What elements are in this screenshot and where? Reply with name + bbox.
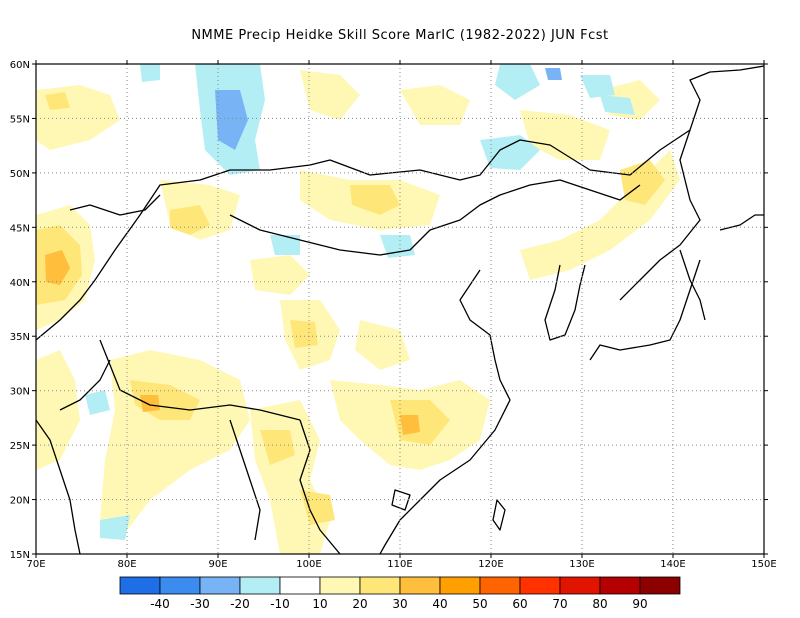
lon-tick-label: 90E (208, 559, 227, 570)
lat-tick-label: 35N (10, 332, 30, 343)
lon-tick-label: 100E (296, 559, 321, 570)
lat-tick-label: 45N (10, 223, 30, 234)
colorbar-swatch (639, 576, 681, 595)
chart-title: NMME Precip Heidke Skill Score MarIC (19… (191, 28, 609, 43)
colorbar-swatch (599, 576, 641, 595)
colorbar-label: 10 (312, 597, 327, 611)
colorbar-label: 70 (552, 597, 567, 611)
lon-tick-label: 120E (478, 559, 503, 570)
lon-tick-label: 80E (117, 559, 136, 570)
colorbar-label: 80 (592, 597, 607, 611)
lon-tick-label: 130E (569, 559, 594, 570)
colorbar-label: 90 (632, 597, 647, 611)
lon-tick-label: 70E (26, 559, 45, 570)
lon-tick-label: 150E (751, 559, 776, 570)
lat-tick-label: 60N (10, 60, 30, 71)
colorbar-swatch (519, 576, 561, 595)
colorbar-label: 50 (472, 597, 487, 611)
colorbar-swatch (319, 576, 361, 595)
colorbar-swatch (359, 576, 401, 595)
lat-tick-label: 55N (10, 114, 30, 125)
colorbar-label: -20 (230, 597, 250, 611)
skill-shading (36, 64, 680, 554)
colorbar-label: -40 (150, 597, 170, 611)
colorbar-label: -10 (270, 597, 290, 611)
colorbar-swatch (559, 576, 601, 595)
colorbar-label: 40 (432, 597, 447, 611)
lat-tick-label: 40N (10, 278, 30, 289)
colorbar-swatch (399, 576, 441, 595)
lat-tick-label: 50N (10, 169, 30, 180)
colorbar-swatch (199, 576, 241, 595)
colorbar-label: 30 (392, 597, 407, 611)
colorbar-swatch (479, 576, 521, 595)
lat-tick-label: 30N (10, 387, 30, 398)
lat-tick-label: 15N (10, 550, 30, 561)
gridlines (36, 64, 764, 554)
colorbar-swatch (239, 576, 281, 595)
colorbar-label: -30 (190, 597, 210, 611)
lon-tick-label: 140E (660, 559, 685, 570)
lon-tick-label: 110E (387, 559, 412, 570)
lat-tick-label: 20N (10, 496, 30, 507)
colorbar-label: 60 (512, 597, 527, 611)
colorbar-swatch (119, 576, 161, 595)
lat-tick-label: 25N (10, 441, 30, 452)
colorbar-swatch (279, 576, 321, 595)
colorbar-swatch (439, 576, 481, 595)
colorbar: -40 -30 -20 -10 10 20 30 40 50 60 70 80 90 (119, 576, 681, 611)
coastlines (36, 65, 764, 554)
colorbar-label: 20 (352, 597, 367, 611)
colorbar-swatch (159, 576, 201, 595)
